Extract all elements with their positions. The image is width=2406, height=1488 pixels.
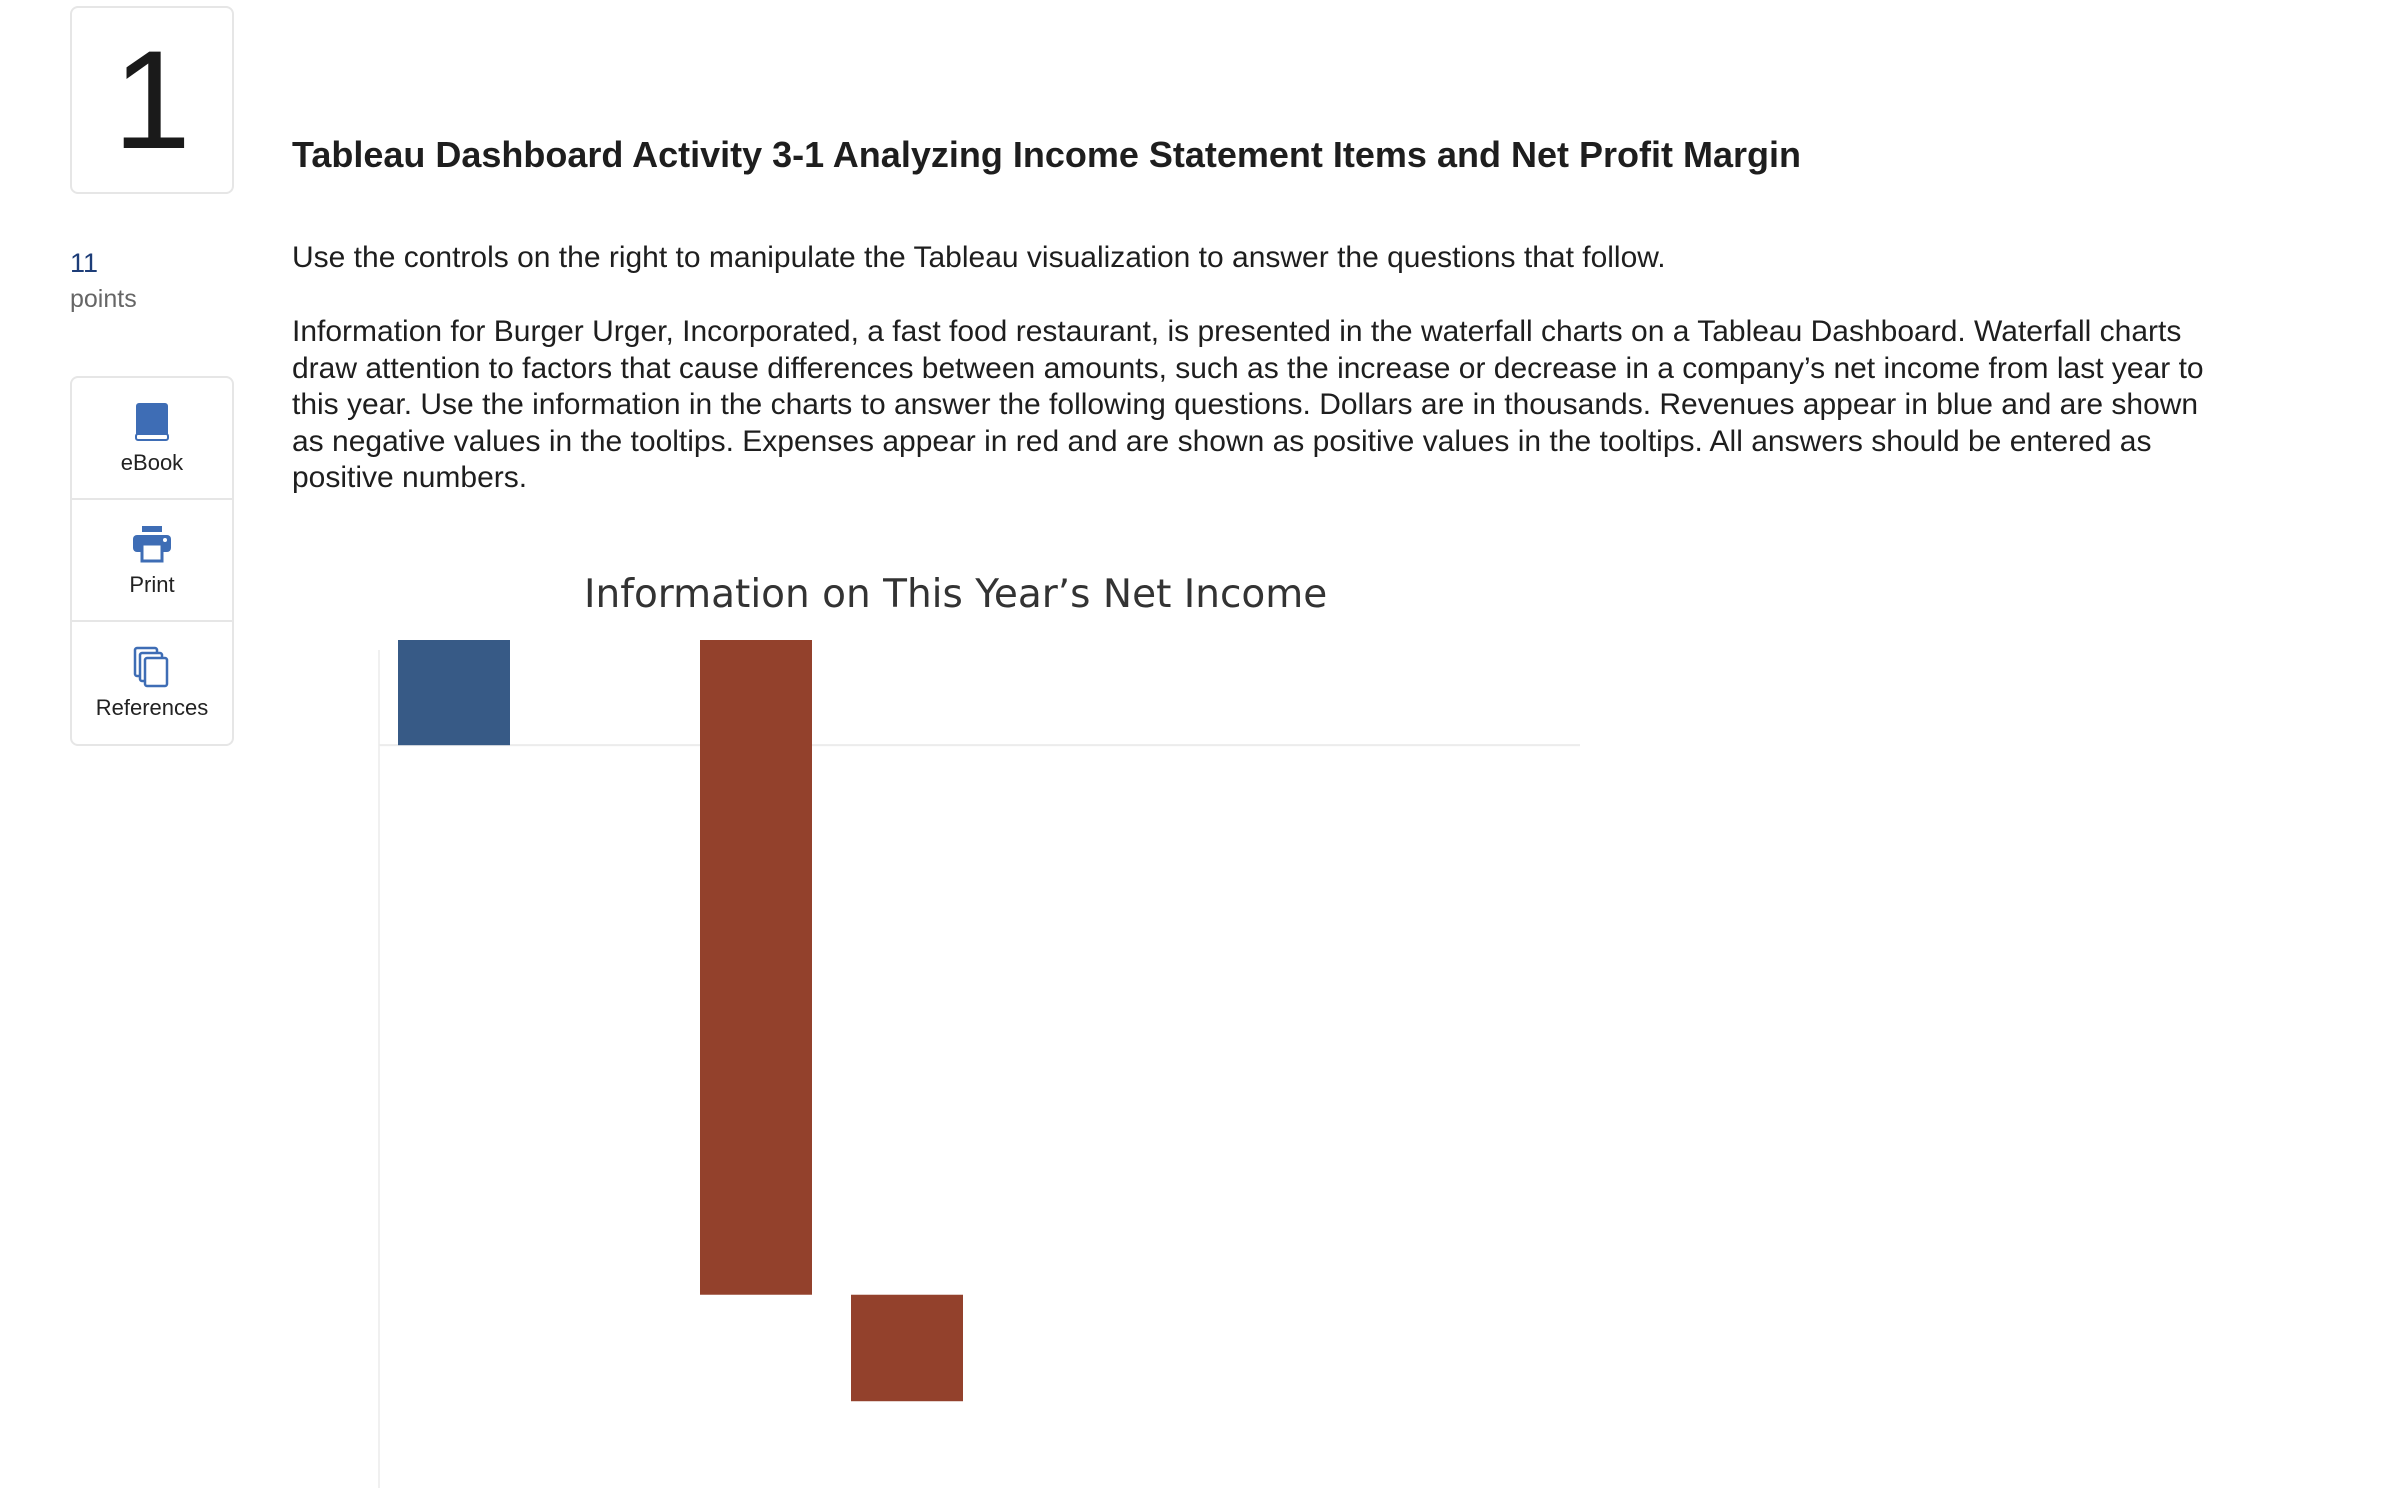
expense-bar-3[interactable] <box>851 1294 963 1402</box>
ebook-button[interactable]: eBook <box>72 378 232 500</box>
points-label: points <box>70 285 137 313</box>
chart-title: Information on This Year’s Net Income <box>584 572 1328 617</box>
print-button[interactable]: Print <box>72 500 232 622</box>
book-icon <box>130 400 174 444</box>
question-title: Tableau Dashboard Activity 3-1 Analyzing… <box>292 134 1801 175</box>
points-value: 11 <box>70 248 99 278</box>
expense-bar-2[interactable] <box>700 640 812 1295</box>
references-button[interactable]: References <box>72 622 232 744</box>
question-number: 1 <box>70 6 234 194</box>
points-indicator: 11 points <box>70 248 137 314</box>
copy-icon <box>130 645 174 689</box>
printer-icon <box>130 522 174 566</box>
question-intro: Use the controls on the right to manipul… <box>292 241 1666 274</box>
question-body: Information for Burger Urger, Incorporat… <box>292 315 2204 494</box>
ebook-label: eBook <box>120 450 184 475</box>
references-label: References <box>95 695 209 720</box>
question-tools: eBook Print References <box>70 376 234 746</box>
print-label: Print <box>129 572 175 597</box>
revenue-bar-0[interactable] <box>398 640 510 746</box>
waterfall-chart[interactable] <box>370 640 1590 1488</box>
